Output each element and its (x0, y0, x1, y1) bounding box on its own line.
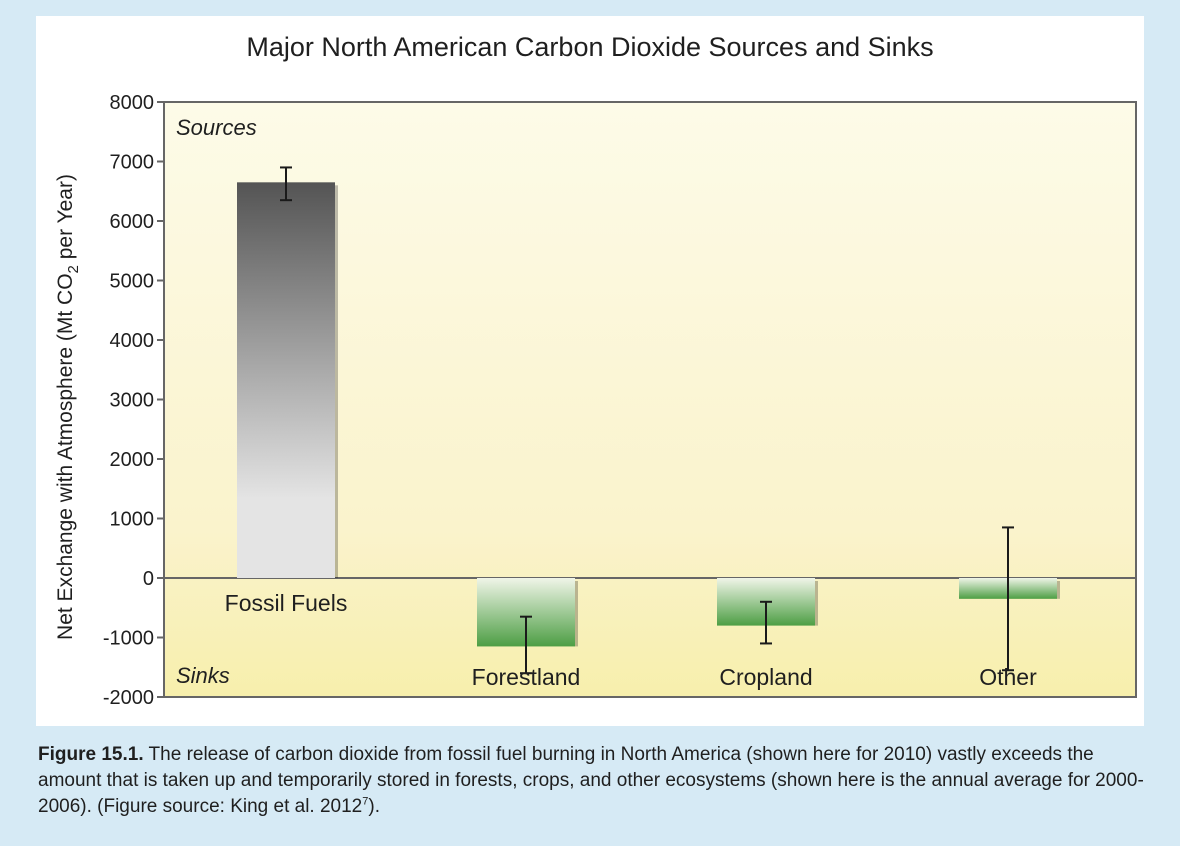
y-axis-label-subscript: 2 (65, 265, 82, 273)
chart-title: Major North American Carbon Dioxide Sour… (246, 32, 933, 62)
caption-text: The release of carbon dioxide from fossi… (38, 744, 1144, 817)
y-axis-label-end: per Year) (54, 174, 77, 265)
sinks-label: Sinks (176, 663, 230, 688)
y-tick-label: -1000 (103, 628, 154, 650)
y-tick-label: -2000 (103, 687, 154, 709)
category-label: Forestland (472, 664, 581, 690)
y-tick-label: 0 (143, 568, 154, 590)
y-tick-label: 7000 (110, 152, 155, 174)
y-tick-label: 4000 (110, 330, 155, 352)
bar-shadow (1057, 581, 1060, 599)
y-tick-label: 2000 (110, 449, 155, 471)
y-axis-ticks: 8000 7000 6000 5000 4000 3000 2000 1000 0 -1000 -2… (103, 92, 164, 709)
category-label: Fossil Fuels (225, 590, 348, 616)
y-tick-label: 1000 (110, 509, 155, 531)
bar-shadow (575, 581, 578, 646)
chart-panel: Major North American Carbon Dioxide Sour… (36, 16, 1144, 726)
figure-caption: Figure 15.1. The release of carbon dioxi… (38, 742, 1148, 820)
bar-chart: Major North American Carbon Dioxide Sour… (36, 16, 1144, 726)
caption-label: Figure 15.1. (38, 744, 144, 765)
y-tick-label: 5000 (110, 271, 155, 293)
category-label: Cropland (719, 664, 812, 690)
sources-label: Sources (176, 115, 257, 140)
category-label: Other (979, 664, 1037, 690)
bar-shadow (335, 185, 338, 578)
y-tick-label: 8000 (110, 92, 155, 114)
y-tick-label: 3000 (110, 390, 155, 412)
bar-shadow (815, 581, 818, 626)
y-tick-label: 6000 (110, 211, 155, 233)
y-axis-label: Net Exchange with Atmosphere (Mt CO2 per… (54, 174, 82, 640)
caption-text-end: ). (368, 796, 380, 817)
y-axis-label-main: Net Exchange with Atmosphere (Mt CO (54, 273, 77, 640)
bar-fossil-fuels (237, 182, 335, 578)
